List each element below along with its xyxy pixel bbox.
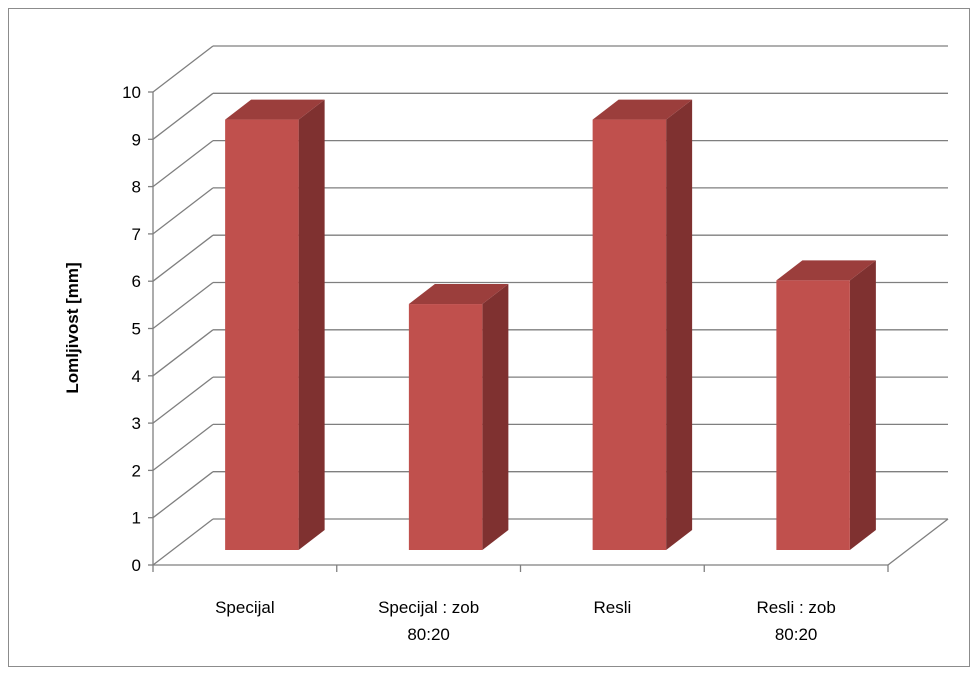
bar-3 [776, 260, 876, 550]
gridline-side-5 [152, 281, 214, 330]
gridline-side-2 [152, 423, 214, 471]
bar-top-1 [408, 284, 509, 305]
floor-right-edge [887, 518, 949, 566]
bar-1 [408, 284, 509, 550]
axis-layer [148, 91, 889, 572]
gridline-side-9 [152, 92, 214, 140]
x-category-label-line: Resli [593, 598, 631, 617]
y-tick-label-3: 3 [132, 414, 141, 433]
x-category-label-3: Resli : zob 80:20 [756, 598, 835, 644]
x-category-label-line: 80:20 [775, 625, 818, 644]
y-tick-label-9: 9 [132, 130, 141, 149]
x-category-label-line: Specijal [215, 598, 275, 617]
x-category-label-line: 80:20 [407, 625, 450, 644]
bar-top-0 [225, 99, 325, 120]
bar-side-0 [298, 99, 325, 550]
bar-side-3 [849, 260, 876, 550]
bar-0 [225, 99, 325, 550]
bar-side-1 [482, 284, 509, 550]
bar-side-2 [666, 99, 693, 550]
gridline-side-6 [152, 234, 214, 282]
bar-2 [592, 99, 693, 550]
y-tick-label-8: 8 [132, 178, 141, 197]
gridline-side-3 [152, 376, 214, 424]
gridline-side-0 [152, 518, 214, 566]
bar-front-3 [776, 280, 850, 550]
gridline-side-4 [152, 329, 214, 377]
bar-front-0 [225, 119, 299, 550]
bar-top-2 [592, 99, 693, 120]
bar-front-1 [408, 304, 483, 550]
bar-front-2 [592, 119, 667, 550]
bar-top-3 [776, 260, 876, 281]
x-category-label-0: Specijal [215, 598, 275, 617]
y-tick-label-6: 6 [132, 272, 141, 291]
y-tick-label-2: 2 [132, 461, 141, 480]
y-tick-label-10: 10 [122, 83, 141, 102]
gridline-side-8 [152, 140, 214, 188]
x-category-label-2: Resli [593, 598, 631, 617]
x-category-label-1: Specijal : zob 80:20 [378, 598, 479, 644]
y-axis-title: Lomljivost [mm] [63, 262, 82, 393]
gridline-side-1 [152, 471, 214, 519]
y-tick-label-5: 5 [132, 320, 141, 339]
x-category-label-line: Resli : zob [756, 598, 835, 617]
x-category-label-line: Specijal : zob [378, 598, 479, 617]
bar-layer [225, 99, 876, 550]
y-tick-label-0: 0 [132, 556, 141, 575]
y-tick-label-4: 4 [132, 367, 141, 386]
gridline-side-10 [152, 45, 214, 93]
y-tick-label-7: 7 [132, 225, 141, 244]
y-tick-label-1: 1 [132, 509, 141, 528]
gridline-side-7 [152, 187, 214, 235]
